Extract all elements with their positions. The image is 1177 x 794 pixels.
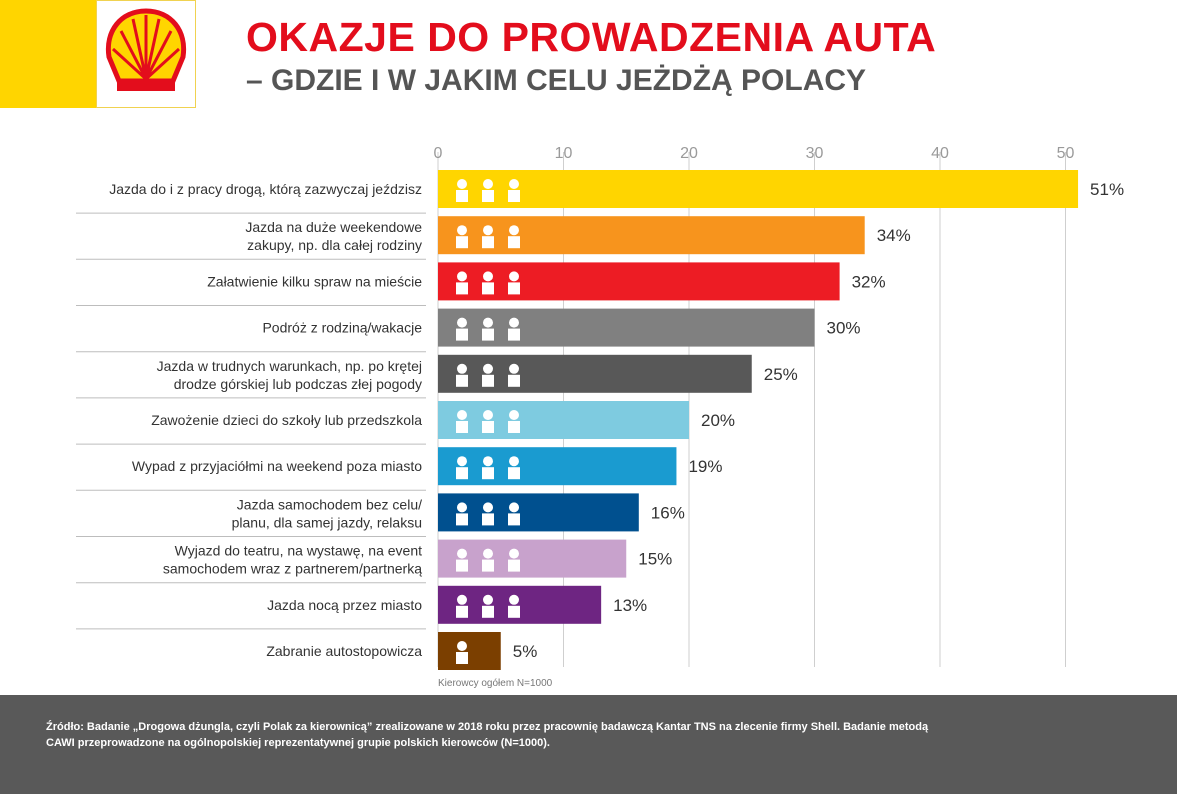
- data-label: 15%: [638, 550, 672, 569]
- shell-logo-frame: [96, 0, 196, 108]
- data-label: 25%: [764, 365, 798, 384]
- source-note: Źródło: Badanie „Drogowa dżungla, czyli …: [46, 721, 929, 749]
- cart-family-icons: [456, 225, 520, 249]
- page-title: OKAZJE DO PROWADZENIA AUTA: [246, 14, 937, 60]
- data-label: 20%: [701, 411, 735, 430]
- weather-warning-pin-icons: [456, 363, 520, 387]
- bar: [438, 585, 602, 624]
- x-tick-label: 20: [680, 145, 698, 162]
- data-label: 51%: [1090, 180, 1124, 199]
- data-label: 30%: [827, 319, 861, 338]
- category-label: Załatwienie kilku spraw na mieście: [207, 273, 422, 289]
- fuel-heart-pin-icons: [456, 271, 520, 295]
- bar: [438, 539, 627, 578]
- x-tick-label: 40: [931, 145, 949, 162]
- sample-note: Kierowcy ogółem N=1000: [438, 678, 553, 689]
- x-tick-label: 30: [806, 145, 824, 162]
- map-pins-route-icons: [456, 179, 520, 202]
- source-footer: Źródło: Badanie „Drogowa dżungla, czyli …: [0, 695, 1177, 794]
- page-subtitle: – GDZIE I W JAKIM CELU JEŻDŻĄ POLACY: [246, 64, 867, 97]
- category-label: Jazda samochodem bez celu/planu, dla sam…: [232, 496, 423, 530]
- data-label: 13%: [613, 596, 647, 615]
- bar: [438, 401, 689, 439]
- x-tick-label: 10: [555, 145, 573, 162]
- category-label: Zawożenie dzieci do szkoły lub przedszko…: [151, 412, 422, 428]
- bar: [438, 262, 840, 301]
- globe-family-icons: [456, 317, 520, 341]
- bar: [438, 308, 815, 347]
- category-label: Wyjazd do teatru, na wystawę, na event sa…: [163, 543, 422, 577]
- shell-pecten-icon: [105, 8, 187, 91]
- x-tick-label: 50: [1057, 145, 1075, 162]
- data-label: 5%: [513, 642, 538, 661]
- data-label: 16%: [651, 503, 685, 522]
- data-label: 32%: [852, 272, 886, 291]
- question-route-pin-icons: [456, 502, 520, 526]
- bar: [438, 354, 752, 393]
- bar: [438, 493, 639, 532]
- school-board-children-icons: [456, 410, 520, 433]
- bar: [438, 632, 501, 670]
- category-label: Jazda nocą przez miasto: [267, 597, 422, 613]
- hitchhiker-icon: [456, 641, 468, 664]
- brand-logo-block: [0, 0, 196, 108]
- x-tick-label: 0: [434, 145, 443, 162]
- category-label: Podróż z rodziną/wakacje: [262, 320, 422, 336]
- screen-couple-icons: [456, 548, 520, 572]
- category-label: Zabranie autostopowicza: [266, 643, 422, 659]
- bar: [438, 170, 1079, 208]
- bar: [438, 216, 865, 255]
- data-label: 34%: [877, 226, 911, 245]
- map-moon-pin-icons: [456, 594, 520, 618]
- category-label: Wypad z przyjaciółmi na weekend poza mia…: [132, 458, 422, 474]
- bar-chart: 0 10 20 30 40 50 51% Jazda do i z pracy drogą, …: [76, 145, 1124, 689]
- data-label: 19%: [688, 457, 722, 476]
- friends-tree-sun-icons: [456, 456, 520, 480]
- category-label: Jazda do i z pracy drogą, którą zazwycza…: [109, 181, 422, 197]
- category-label: Jazda na duże weekendowe zakupy, np. dla …: [245, 219, 422, 253]
- bar: [438, 447, 677, 486]
- category-label: Jazda w trudnych warunkach, np. po kręte…: [157, 358, 422, 392]
